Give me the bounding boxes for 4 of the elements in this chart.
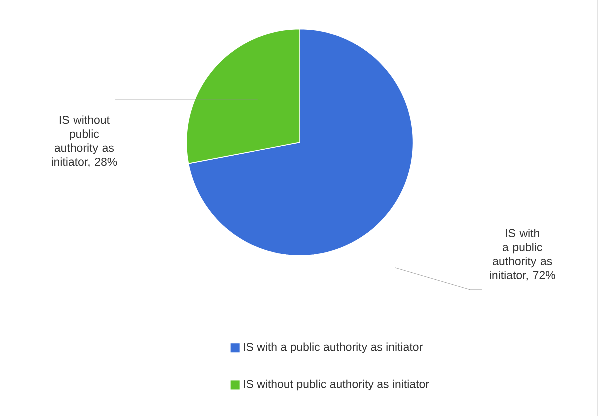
legend-label: IS without public authority as initiator [244, 380, 430, 391]
legend-label: IS with a public authority as initiator [244, 343, 423, 354]
data-label: IS with a public authority as initiator, 72% [490, 229, 556, 281]
data-label: IS without public authority as initiator, 28% [52, 116, 118, 168]
